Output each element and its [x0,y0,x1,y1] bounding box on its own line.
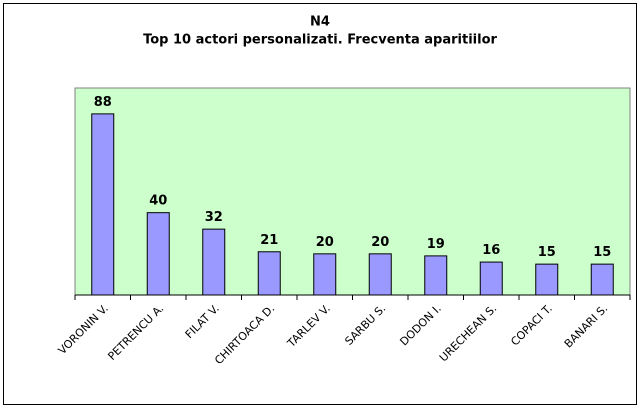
data-label: 88 [94,95,112,110]
data-label: 21 [260,233,278,248]
bar [202,228,226,296]
bar [368,253,392,296]
data-label: 15 [593,245,611,260]
bar [535,263,559,296]
bar [91,113,115,296]
bar [590,263,614,296]
bar [146,212,170,296]
data-label: 40 [149,194,167,209]
chart-subtitle: Top 10 actori personalizati. Frecventa a… [143,33,497,48]
data-label: 19 [427,237,445,252]
data-label: 20 [316,235,334,250]
data-label: 16 [482,243,500,258]
data-label: 32 [205,210,223,225]
bar [479,261,503,296]
data-label: 20 [371,235,389,250]
bar [424,255,448,296]
chart-title: N4 [310,15,330,30]
data-label: 15 [538,245,556,260]
bar [313,253,337,296]
bar [257,251,281,296]
